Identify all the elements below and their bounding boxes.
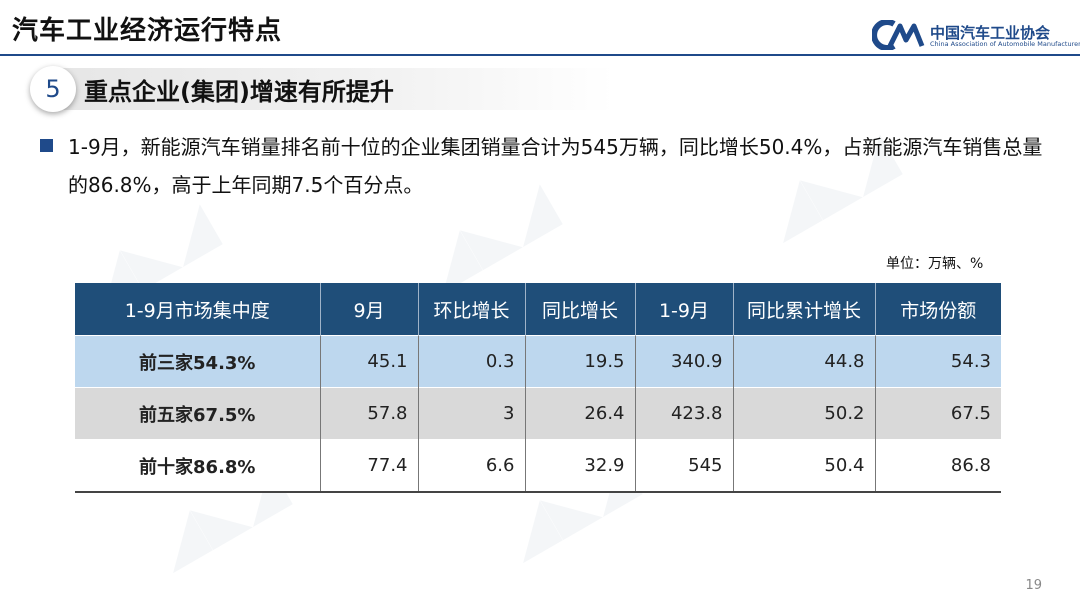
table-cell: 545: [634, 439, 733, 493]
column-header: 同比累计增长: [732, 283, 875, 336]
table-cell: 50.2: [732, 387, 875, 440]
table-header-row: 1-9月市场集中度 9月 环比增长 同比增长 1-9月 同比累计增长 市场份额: [75, 283, 1001, 336]
table-cell: 86.8: [874, 439, 1001, 493]
table-cell: 340.9: [634, 335, 733, 388]
row-label: 前三家54.3%: [75, 335, 320, 388]
table-cell: 57.8: [319, 387, 418, 440]
table-cell: 6.6: [417, 439, 525, 493]
table-row: 前十家86.8% 77.4 6.6 32.9 545 50.4 86.8: [75, 439, 1001, 493]
column-header: 9月: [319, 283, 418, 336]
row-label: 前十家86.8%: [75, 439, 320, 493]
page-title: 汽车工业经济运行特点: [12, 16, 283, 46]
column-header: 市场份额: [874, 283, 1001, 336]
table-row: 前三家54.3% 45.1 0.3 19.5 340.9 44.8 54.3: [75, 335, 1001, 388]
section-title: 重点企业(集团)增速有所提升: [84, 78, 394, 106]
table-cell: 423.8: [634, 387, 733, 440]
row-label: 前五家67.5%: [75, 387, 320, 440]
table-cell: 77.4: [319, 439, 418, 493]
table-cell: 44.8: [732, 335, 875, 388]
table-cell: 0.3: [417, 335, 525, 388]
table-cell: 45.1: [319, 335, 418, 388]
section-number: 5: [30, 66, 76, 112]
caam-logo-icon: [872, 20, 925, 50]
column-header: 同比增长: [524, 283, 635, 336]
column-header: 1-9月市场集中度: [75, 283, 320, 336]
caam-logo: 中国汽车工业协会 China Association of Automobile…: [872, 18, 1080, 52]
table-cell: 50.4: [732, 439, 875, 493]
header-divider: [0, 54, 1080, 56]
table-cell: 67.5: [874, 387, 1001, 440]
table-cell: 32.9: [524, 439, 635, 493]
table-cell: 54.3: [874, 335, 1001, 388]
table-cell: 26.4: [524, 387, 635, 440]
bullet-square-icon: [40, 139, 53, 152]
concentration-table: 1-9月市场集中度 9月 环比增长 同比增长 1-9月 同比累计增长 市场份额 …: [75, 283, 1001, 493]
table-row: 前五家67.5% 57.8 3 26.4 423.8 50.2 67.5: [75, 387, 1001, 440]
unit-label: 单位：万辆、%: [886, 256, 984, 272]
table-cell: 19.5: [524, 335, 635, 388]
section-band: [54, 68, 614, 110]
logo-text-cn: 中国汽车工业协会: [930, 24, 1051, 42]
logo-text-en: China Association of Automobile Manufact…: [930, 40, 1080, 48]
column-header: 1-9月: [634, 283, 733, 336]
summary-paragraph: 1-9月，新能源汽车销量排名前十位的企业集团销量合计为545万辆，同比增长50.…: [68, 135, 1043, 197]
column-header: 环比增长: [417, 283, 525, 336]
table-cell: 3: [417, 387, 525, 440]
page-number: 19: [1025, 578, 1042, 593]
